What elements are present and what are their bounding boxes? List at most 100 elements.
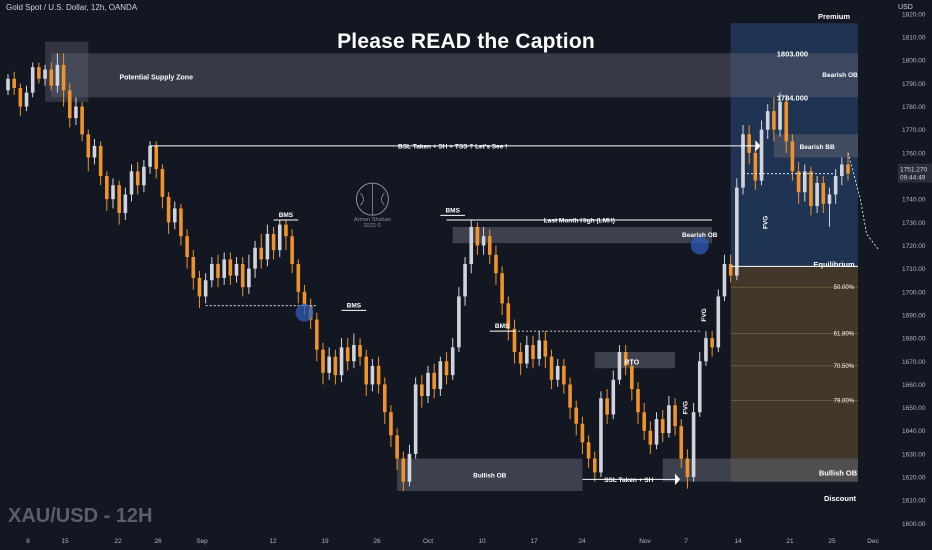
chart-title: Please READ the Caption — [337, 30, 595, 53]
candle-body — [24, 92, 29, 107]
candle-body — [80, 106, 84, 135]
candle-body — [321, 349, 325, 373]
bullish-ob-box-2 — [662, 458, 858, 482]
candle-body — [111, 185, 115, 200]
candle-body — [537, 340, 541, 359]
candle-body — [685, 458, 690, 478]
candle-body — [667, 405, 671, 434]
candle-body — [86, 134, 91, 158]
projection-path — [847, 152, 880, 251]
fib-705-label: 70.50% — [834, 364, 855, 370]
y-tick-label: 1670.00 — [902, 359, 926, 366]
supply-zone-box — [51, 53, 859, 98]
candle-body — [741, 134, 745, 188]
fvg-label-2: FVG — [701, 308, 708, 321]
candle-body — [611, 379, 616, 415]
bsl-label: BSL Taken + SH + TSS ? Let's See ! — [398, 143, 507, 150]
candle-body — [759, 129, 764, 181]
candle-body — [333, 356, 338, 376]
candle-body — [444, 361, 449, 376]
candle-body — [716, 296, 721, 348]
candle-body — [253, 247, 257, 269]
y-tick-label: 1640.00 — [902, 428, 926, 435]
bearish-ob-label-top: Bearish OB — [822, 72, 858, 79]
candle-body — [6, 78, 10, 91]
candle-body — [352, 345, 356, 362]
candle-body — [512, 328, 517, 352]
candle-body — [247, 268, 251, 288]
candle-body — [840, 164, 844, 176]
y-tick-label: 1780.00 — [902, 104, 926, 111]
candle-body — [290, 236, 294, 264]
candle-body — [691, 412, 696, 478]
candle-body — [753, 152, 758, 181]
bearish-ob-label: Bearish OB — [682, 232, 718, 239]
candle-body — [580, 423, 585, 443]
bms-3-label: BMS — [495, 323, 510, 330]
y-tick-label: 1660.00 — [902, 382, 926, 389]
candle-body — [401, 458, 406, 482]
candle-body — [395, 435, 399, 459]
x-tick-label: Nov — [639, 538, 651, 545]
candle-body — [531, 345, 535, 359]
x-tick-label: 7 — [684, 538, 688, 545]
candle-body — [389, 412, 393, 436]
candle-body — [420, 384, 424, 396]
candle-body — [30, 67, 35, 93]
candle-body — [673, 405, 677, 427]
candle-body — [265, 233, 270, 260]
y-tick-label: 1650.00 — [902, 405, 926, 412]
candle-body — [815, 182, 819, 207]
candle-body — [185, 236, 189, 258]
y-tick-label: 1770.00 — [902, 127, 926, 134]
logo-brain-detail — [360, 183, 385, 216]
level-1784-label: 1784.000 — [777, 93, 808, 102]
candle-body — [747, 134, 751, 153]
candle-body — [796, 171, 801, 193]
y-tick-label: 1730.00 — [902, 220, 926, 227]
candle-body — [778, 101, 782, 130]
bullish-ob-box-1 — [397, 458, 583, 491]
candle-body — [500, 273, 504, 304]
x-tick-label: 8 — [26, 538, 30, 545]
x-tick-label: Dec — [867, 538, 879, 545]
x-tick-label: 26 — [373, 538, 381, 545]
candle-body — [432, 372, 436, 390]
candle-body — [18, 88, 23, 107]
candle-body — [469, 226, 474, 264]
candle-body — [222, 259, 226, 278]
x-tick-label: 14 — [734, 538, 742, 545]
candle-body — [370, 365, 375, 385]
premium-label: Premium — [818, 12, 850, 21]
candle-body — [846, 164, 850, 174]
highlight-circle-2 — [690, 236, 709, 255]
candle-body — [605, 398, 609, 415]
candle-body — [494, 254, 498, 274]
candle-body — [74, 106, 78, 119]
candle-body — [37, 67, 41, 79]
fib-50-label: 50.00% — [834, 285, 855, 291]
current-price-box — [898, 163, 932, 183]
level-1803-label: 1803.000 — [777, 49, 808, 58]
countdown-label: 09:44:49 — [900, 175, 926, 182]
bms-1-label: BMS — [279, 212, 294, 219]
discount-zone — [730, 266, 858, 482]
candle-body — [216, 264, 220, 278]
bearish-bb-box — [773, 134, 858, 158]
candle-body — [450, 347, 455, 376]
candle-body — [481, 236, 486, 246]
bms-2-label: BMS — [347, 302, 362, 309]
bearish-ob-box — [452, 226, 713, 244]
candle-body — [315, 319, 319, 350]
rto-label: RTO — [624, 359, 639, 366]
x-tick-label: 19 — [321, 538, 329, 545]
candle-body — [123, 194, 128, 214]
candle-body — [339, 347, 344, 376]
y-tick-label: 1710.00 — [902, 266, 926, 273]
y-tick-label: 1820.00 — [902, 11, 926, 18]
candle-body — [98, 145, 103, 176]
y-tick-label: 1790.00 — [902, 81, 926, 88]
y-tick-label: 1740.00 — [902, 197, 926, 204]
candle-body — [55, 64, 60, 86]
candle-body — [438, 361, 443, 390]
